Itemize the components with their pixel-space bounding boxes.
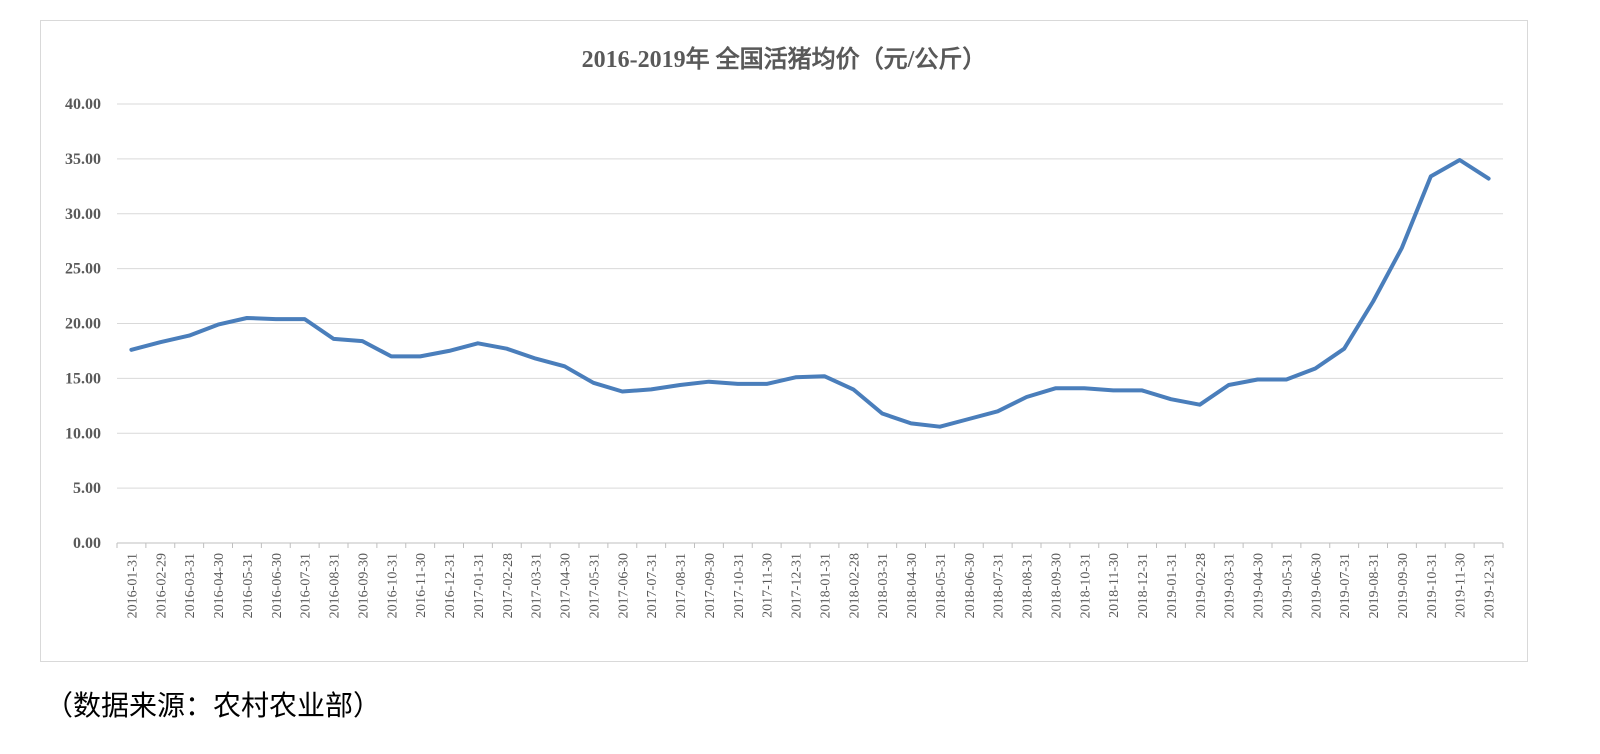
x-tick-label: 2017-03-31 xyxy=(530,553,545,618)
x-tick-label: 2019-04-30 xyxy=(1252,553,1267,618)
x-tick-label: 2018-09-30 xyxy=(1049,553,1064,618)
x-tick-label: 2016-12-31 xyxy=(443,553,458,618)
x-tick-label: 2017-09-30 xyxy=(703,553,718,618)
x-tick-label: 2018-05-31 xyxy=(934,553,949,618)
x-tick-label: 2016-07-31 xyxy=(299,553,314,618)
x-tick-label: 2017-07-31 xyxy=(645,553,660,618)
x-tick-label: 2019-09-30 xyxy=(1396,553,1411,618)
x-tick-label: 2019-08-31 xyxy=(1367,553,1382,618)
x-tick-label: 2016-04-30 xyxy=(212,553,227,618)
x-tick-label: 2019-02-28 xyxy=(1194,553,1209,618)
x-tick-label: 2019-10-31 xyxy=(1425,553,1440,618)
x-tick-label: 2017-10-31 xyxy=(732,553,747,618)
x-tick-label: 2019-06-30 xyxy=(1309,553,1324,618)
x-tick-label: 2016-01-31 xyxy=(125,553,140,618)
x-tick-label: 2018-03-31 xyxy=(876,553,891,618)
chart-title: 2016-2019年 全国活猪均价（元/公斤） xyxy=(582,45,987,73)
series-line xyxy=(129,158,1491,429)
x-tick-label: 2016-08-31 xyxy=(328,553,343,618)
x-tick-label: 2017-06-30 xyxy=(616,553,631,618)
y-tick-label: 40.00 xyxy=(65,96,101,113)
chart-area: 2016-2019年 全国活猪均价（元/公斤） 0.00 5.00 10.00 15.… xyxy=(40,20,1528,662)
x-tick-label: 2017-02-28 xyxy=(501,553,516,618)
x-tick-label: 2017-12-31 xyxy=(790,553,805,618)
x-tick-label: 2018-08-31 xyxy=(1021,553,1036,618)
x-tick-label: 2016-06-30 xyxy=(270,553,285,618)
x-tick-label: 2018-07-31 xyxy=(992,553,1007,618)
x-tick-labels: 2016-01-31 2016-02-29 2016-03-31 2016-04-30… xyxy=(125,553,1497,618)
source-note: （数据来源：农村农业部） xyxy=(45,689,382,722)
x-tick-label: 2018-10-31 xyxy=(1078,553,1093,618)
line-chart: 2016-2019年 全国活猪均价（元/公斤） 0.00 5.00 10.00 15.… xyxy=(65,45,1504,618)
y-tick-label: 30.00 xyxy=(65,206,101,223)
x-tick-label: 2019-07-31 xyxy=(1338,553,1353,618)
x-tick-label: 2017-01-31 xyxy=(472,553,487,618)
y-tick-labels: 0.00 5.00 10.00 15.00 20.00 25.00 30.00 35.00 40… xyxy=(65,96,101,552)
y-tick-label: 0.00 xyxy=(73,535,101,552)
x-tick-label: 2018-12-31 xyxy=(1136,553,1151,618)
x-tick-label: 2016-11-30 xyxy=(414,553,429,618)
x-tick-label: 2016-02-29 xyxy=(154,553,169,618)
x-tick-label: 2018-04-30 xyxy=(905,553,920,618)
x-tick-label: 2016-03-31 xyxy=(183,553,198,618)
x-tick-label: 2019-01-31 xyxy=(1165,553,1180,618)
y-tick-label: 20.00 xyxy=(65,316,101,333)
x-tick-label: 2018-11-30 xyxy=(1107,553,1122,618)
x-tick-label: 2018-01-31 xyxy=(818,553,833,618)
x-tick-label: 2019-03-31 xyxy=(1223,553,1238,618)
axes xyxy=(116,542,1504,548)
x-tick-label: 2016-05-31 xyxy=(241,553,256,618)
y-tick-label: 5.00 xyxy=(73,480,101,497)
x-tick-label: 2016-10-31 xyxy=(385,553,400,618)
x-tick-label: 2019-11-30 xyxy=(1454,553,1469,618)
y-tick-label: 15.00 xyxy=(65,370,101,387)
x-tick-label: 2017-04-30 xyxy=(559,553,574,618)
x-tick-label: 2017-05-31 xyxy=(587,553,602,618)
x-tick-label: 2019-12-31 xyxy=(1483,553,1498,618)
y-tick-label: 25.00 xyxy=(65,261,101,278)
y-tick-label: 35.00 xyxy=(65,151,101,168)
x-tick-label: 2018-02-28 xyxy=(847,553,862,618)
y-tick-label: 10.00 xyxy=(65,425,101,442)
x-tick-label: 2017-11-30 xyxy=(761,553,776,618)
x-tick-label: 2018-06-30 xyxy=(963,553,978,618)
series xyxy=(129,158,1491,429)
x-tick-label: 2017-08-31 xyxy=(674,553,689,618)
gridlines xyxy=(117,103,1503,489)
x-tick-label: 2016-09-30 xyxy=(356,553,371,618)
x-tick-label: 2019-05-31 xyxy=(1280,553,1295,618)
